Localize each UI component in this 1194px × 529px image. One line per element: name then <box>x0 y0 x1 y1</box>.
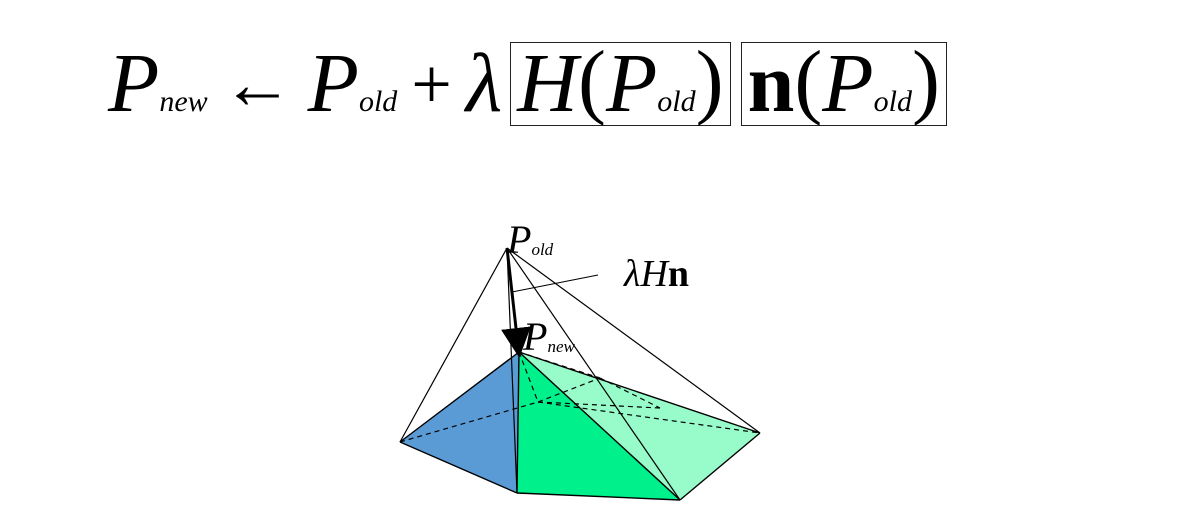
h-arg-p-symbol: P <box>605 37 658 130</box>
p-old-symbol: P <box>307 37 359 130</box>
curvature-term-box: H ( P old ) <box>510 34 731 130</box>
leader-line <box>511 274 599 293</box>
step-label: λHn <box>623 253 689 295</box>
h-symbol: H <box>517 37 578 130</box>
left-paren: ( <box>577 34 606 127</box>
blue-face <box>400 352 519 493</box>
mesh-edges <box>399 351 761 501</box>
assign-arrow: ← <box>221 44 294 124</box>
right-paren-2: ) <box>911 34 940 127</box>
right-paren: ) <box>695 34 724 127</box>
n-symbol: n <box>747 37 795 130</box>
p-old-edges <box>399 247 761 501</box>
lambda-symbol: λ <box>465 37 503 130</box>
update-formula: P new ← P old + λ H ( P old ) n ( P old … <box>108 34 947 134</box>
p-old-subscript: old <box>358 85 398 118</box>
h-arg-subscript: old <box>657 85 696 118</box>
plus-sign: + <box>411 44 452 124</box>
light-green-face <box>519 352 760 500</box>
p-new-label: Pnew <box>522 314 575 359</box>
p-new-subscript: new <box>159 85 208 118</box>
n-arg-subscript: old <box>873 85 912 118</box>
n-arg-p-symbol: P <box>822 37 874 130</box>
displacement-arrow <box>501 247 531 358</box>
p-old-label: Pold <box>506 217 554 262</box>
left-paren-2: ( <box>794 34 823 127</box>
normal-term-box: n ( P old ) <box>740 34 947 130</box>
p-new-symbol: P <box>108 37 160 130</box>
